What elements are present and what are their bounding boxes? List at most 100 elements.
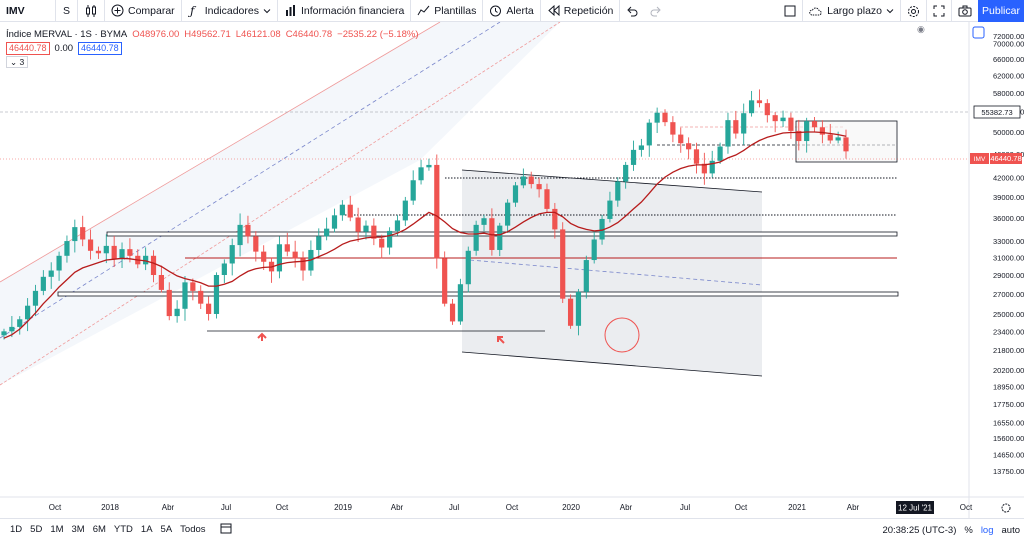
candle-body: [819, 127, 825, 135]
financials-button[interactable]: Información financiera: [278, 0, 412, 22]
candle-body: [182, 282, 188, 309]
range-button-1m[interactable]: 1M: [50, 524, 64, 535]
square-icon: [784, 5, 796, 17]
goto-date-button[interactable]: [210, 522, 232, 537]
candle-body: [253, 236, 259, 252]
fullscreen-button[interactable]: [927, 0, 952, 22]
candle-body: [276, 244, 283, 272]
x-tick-label: 2018: [101, 503, 119, 512]
symbol-search-button[interactable]: IMV: [0, 0, 56, 22]
candle-body: [221, 263, 227, 276]
templates-icon: [417, 5, 430, 16]
x-tick-label: Oct: [276, 503, 289, 512]
candle-body: [725, 120, 731, 147]
snapshot-button[interactable]: [952, 0, 978, 22]
highlight-circle[interactable]: [604, 317, 640, 353]
candle-body: [796, 130, 802, 142]
channel-mid-line[interactable]: [0, 22, 501, 339]
candle-body: [615, 181, 621, 201]
svg-text:ƒ: ƒ: [188, 4, 197, 17]
chevron-down-icon: [886, 9, 894, 14]
ask-price-box[interactable]: 46440.78: [78, 41, 122, 55]
support-zone-box[interactable]: [57, 291, 899, 297]
candle-body: [32, 290, 39, 306]
candle-body: [158, 275, 164, 290]
layout-toggle-button[interactable]: [778, 0, 804, 22]
y-tick-label: 14650.00: [993, 450, 1024, 459]
range-button-1a[interactable]: 1A: [140, 524, 153, 535]
range-button-6m[interactable]: 6M: [92, 524, 106, 535]
candle-body: [386, 230, 393, 248]
clock-label[interactable]: 20:38:25 (UTC-3): [882, 524, 957, 536]
bottom-right: 20:38:25 (UTC-3) % log auto: [882, 519, 1020, 541]
ohlc-open: O48976.00: [132, 28, 180, 40]
alert-button[interactable]: Alerta: [483, 0, 541, 22]
chevron-down-icon: ⌄: [10, 57, 18, 67]
moving-average-line[interactable]: [3, 131, 847, 339]
wedge-lower-line[interactable]: [461, 351, 763, 377]
indicator-count: 3: [19, 57, 25, 67]
y-tick-label: 31000.00: [993, 253, 1024, 262]
candle-body: [64, 241, 70, 256]
y-tick-label: 18950.00: [993, 383, 1024, 392]
candle-body: [748, 100, 755, 114]
arrow-up-annotation[interactable]: [257, 332, 267, 341]
publish-button[interactable]: Publicar: [978, 0, 1024, 22]
x-tick-label: Abr: [391, 503, 404, 512]
auto-toggle[interactable]: auto: [1001, 524, 1021, 536]
candle-body: [662, 112, 668, 123]
axis-settings-icon[interactable]: [1001, 503, 1011, 513]
undo-button[interactable]: [620, 0, 644, 22]
x-tick-label: 2020: [562, 503, 580, 512]
layout-name-button[interactable]: Largo plazo: [803, 0, 901, 22]
undo-icon: [627, 6, 638, 16]
compare-button[interactable]: Comparar: [105, 0, 182, 22]
candle-body: [339, 204, 345, 216]
candle-body: [552, 208, 558, 230]
range-button-5d[interactable]: 5D: [30, 524, 43, 535]
fullscreen-icon: [933, 5, 945, 17]
range-button-1d[interactable]: 1D: [10, 524, 23, 535]
candle-body: [560, 229, 566, 299]
candle-body: [95, 250, 102, 254]
candle-body: [497, 225, 503, 250]
x-tick-label: Oct: [506, 503, 519, 512]
range-button-5a[interactable]: 5A: [160, 524, 173, 535]
range-selector: 1D 5D 1M 3M 6M YTD 1A 5A Todos: [0, 524, 210, 535]
timeframe-button[interactable]: S: [56, 0, 78, 22]
chart-type-button[interactable]: [78, 0, 105, 22]
arrow-annotation[interactable]: [497, 336, 505, 344]
percent-toggle[interactable]: %: [964, 524, 973, 536]
bid-price-box[interactable]: 46440.78: [6, 41, 50, 55]
channel-lower-line[interactable]: [0, 22, 561, 386]
chart-legend: Índice MERVAL · 1S · BYMA O48976.00 H495…: [6, 27, 419, 69]
candle-body: [623, 164, 629, 182]
range-button-todos[interactable]: Todos: [180, 524, 206, 535]
x-tick-label: Oct: [735, 503, 748, 512]
symbol-price-tag: [970, 153, 989, 164]
high-price-label: 55382.73: [981, 108, 1012, 117]
candle-body: [646, 122, 652, 146]
candle-body: [190, 282, 196, 291]
replay-label: Repetición: [563, 4, 614, 17]
redo-button[interactable]: [644, 0, 668, 22]
templates-button[interactable]: Plantillas: [411, 0, 484, 22]
range-button-ytd[interactable]: YTD: [113, 524, 133, 535]
function-icon: ƒ: [188, 4, 197, 17]
crosshair-date-box: [896, 501, 934, 514]
range-button-3m[interactable]: 3M: [71, 524, 85, 535]
log-toggle[interactable]: log: [980, 524, 994, 536]
indicators-collapse-button[interactable]: ⌄ 3: [6, 56, 29, 68]
wedge-upper-line[interactable]: [461, 169, 763, 193]
eye-icon[interactable]: ◉: [917, 25, 925, 35]
candle-body: [693, 149, 700, 164]
top-toolbar: IMV S Comparar ƒ Indicadores Información…: [0, 0, 1024, 22]
candle-body: [536, 184, 542, 190]
price-chart[interactable]: Oct 2018 Abr Jul Oct 2019 Abr Jul Oct 2020 Abr Jul O…: [0, 22, 1024, 518]
last-price-label: 46440.78: [990, 154, 1021, 163]
candle-body: [363, 225, 369, 232]
auto-scale-icon[interactable]: [972, 26, 985, 39]
indicators-button[interactable]: ƒ Indicadores: [182, 0, 278, 22]
replay-button[interactable]: Repetición: [541, 0, 621, 22]
settings-button[interactable]: [901, 0, 927, 22]
